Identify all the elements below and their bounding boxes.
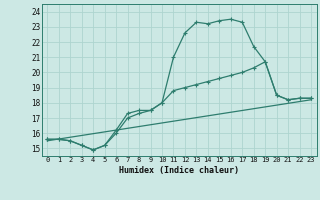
X-axis label: Humidex (Indice chaleur): Humidex (Indice chaleur)	[119, 166, 239, 175]
